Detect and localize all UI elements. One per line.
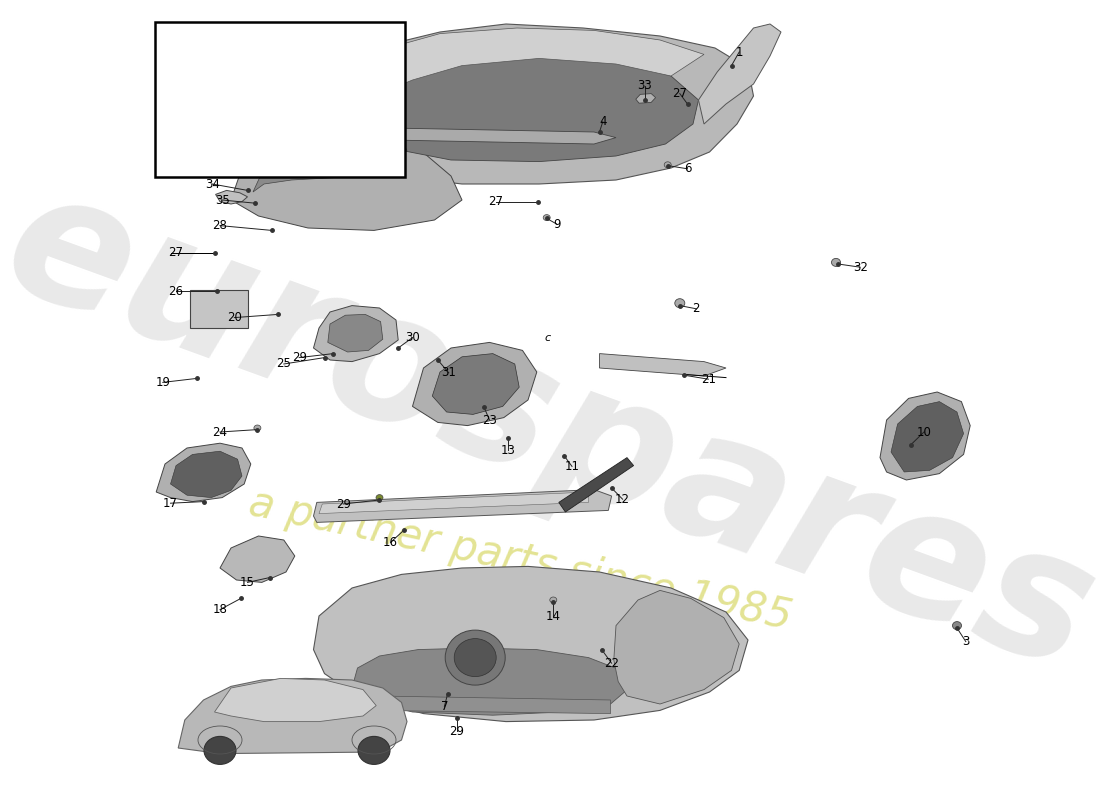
Text: 29: 29 <box>449 725 464 738</box>
Text: 18: 18 <box>212 603 228 616</box>
Text: 32: 32 <box>852 261 868 274</box>
Text: 33: 33 <box>637 79 652 92</box>
Text: a partner parts since 1985: a partner parts since 1985 <box>244 482 795 638</box>
Polygon shape <box>374 696 610 714</box>
Text: 23: 23 <box>482 414 497 426</box>
Text: 30: 30 <box>405 331 420 344</box>
Text: 20: 20 <box>227 311 242 324</box>
Ellipse shape <box>376 494 383 501</box>
Polygon shape <box>253 118 407 192</box>
Polygon shape <box>178 678 407 754</box>
Polygon shape <box>880 392 970 480</box>
Polygon shape <box>170 451 242 498</box>
Ellipse shape <box>358 736 390 765</box>
Ellipse shape <box>454 638 496 677</box>
Polygon shape <box>374 28 704 96</box>
Text: 2: 2 <box>693 302 700 315</box>
Text: 14: 14 <box>546 610 561 622</box>
Polygon shape <box>319 492 588 514</box>
Polygon shape <box>231 116 462 230</box>
Polygon shape <box>636 94 656 103</box>
Text: 19: 19 <box>155 376 170 389</box>
Text: 29: 29 <box>292 351 307 364</box>
Text: 13: 13 <box>500 444 516 457</box>
Polygon shape <box>698 24 781 124</box>
Ellipse shape <box>664 162 671 168</box>
Ellipse shape <box>204 736 236 765</box>
Polygon shape <box>559 458 634 512</box>
Text: 27: 27 <box>488 195 504 208</box>
Text: 5: 5 <box>355 117 362 130</box>
Text: 27: 27 <box>168 246 184 259</box>
Polygon shape <box>190 290 248 328</box>
Text: 3: 3 <box>962 635 969 648</box>
Text: 1: 1 <box>736 46 743 58</box>
Polygon shape <box>368 56 698 162</box>
Text: 17: 17 <box>163 497 178 510</box>
Text: 25: 25 <box>276 358 292 370</box>
Text: 10: 10 <box>916 426 932 438</box>
Polygon shape <box>352 648 629 715</box>
Polygon shape <box>314 490 612 522</box>
Ellipse shape <box>446 630 505 685</box>
Text: 15: 15 <box>240 576 255 589</box>
Text: 24: 24 <box>212 426 228 438</box>
Polygon shape <box>600 354 726 376</box>
Text: 16: 16 <box>383 536 398 549</box>
Polygon shape <box>432 354 519 414</box>
Ellipse shape <box>550 597 557 603</box>
Ellipse shape <box>953 622 961 630</box>
Text: 7: 7 <box>441 700 448 713</box>
Polygon shape <box>220 536 295 582</box>
Ellipse shape <box>543 214 550 221</box>
Text: 12: 12 <box>615 493 630 506</box>
Ellipse shape <box>254 425 261 431</box>
Text: 22: 22 <box>604 657 619 670</box>
Text: 29: 29 <box>336 498 351 510</box>
Polygon shape <box>390 128 616 144</box>
Polygon shape <box>156 443 251 502</box>
Text: 26: 26 <box>168 285 184 298</box>
Text: 35: 35 <box>214 194 230 206</box>
Polygon shape <box>216 190 248 204</box>
FancyBboxPatch shape <box>155 22 405 177</box>
Text: 11: 11 <box>564 460 580 473</box>
Text: 34: 34 <box>205 178 220 190</box>
Text: eurospares: eurospares <box>0 152 1100 708</box>
Polygon shape <box>350 108 390 126</box>
Ellipse shape <box>832 258 840 266</box>
Polygon shape <box>412 342 537 426</box>
Ellipse shape <box>674 298 685 308</box>
Polygon shape <box>324 24 754 184</box>
Text: 4: 4 <box>600 115 606 128</box>
Polygon shape <box>314 566 748 722</box>
Text: 6: 6 <box>684 162 691 175</box>
Text: 31: 31 <box>441 366 456 379</box>
Text: 28: 28 <box>212 219 228 232</box>
Text: c: c <box>544 334 551 343</box>
Polygon shape <box>328 314 383 352</box>
Polygon shape <box>614 590 739 704</box>
Text: 27: 27 <box>672 87 688 100</box>
Text: 9: 9 <box>553 218 560 230</box>
Text: 21: 21 <box>701 373 716 386</box>
Polygon shape <box>314 306 398 362</box>
Polygon shape <box>326 114 363 133</box>
Polygon shape <box>214 678 376 722</box>
Polygon shape <box>891 402 964 472</box>
